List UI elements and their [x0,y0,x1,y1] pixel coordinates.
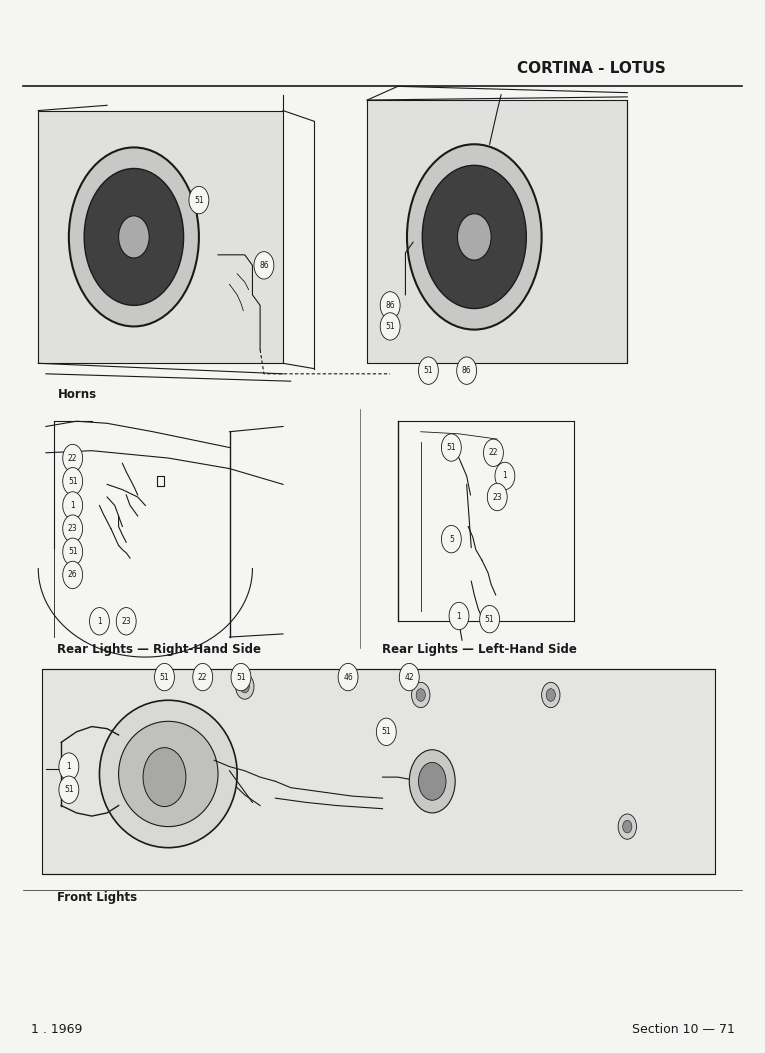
Circle shape [487,483,507,511]
Circle shape [155,663,174,691]
Text: CORTINA - LOTUS: CORTINA - LOTUS [517,61,666,76]
Text: 1: 1 [457,612,461,620]
Text: 1 . 1969: 1 . 1969 [31,1024,82,1036]
Circle shape [441,434,461,461]
Text: 22: 22 [489,449,498,457]
Text: 51: 51 [64,786,73,794]
Circle shape [189,186,209,214]
Circle shape [542,682,560,708]
Circle shape [254,252,274,279]
Circle shape [63,561,83,589]
Text: 5: 5 [449,535,454,543]
Circle shape [380,313,400,340]
Text: 1: 1 [97,617,102,625]
Text: 51: 51 [236,673,246,681]
Text: 1: 1 [67,762,71,771]
Circle shape [407,144,542,330]
Circle shape [338,663,358,691]
Ellipse shape [119,721,218,827]
Bar [42,669,715,874]
Circle shape [63,515,83,542]
Text: 46: 46 [343,673,353,681]
Text: 86: 86 [259,261,269,270]
Circle shape [63,492,83,519]
Bar [38,111,283,363]
Circle shape [418,357,438,384]
Text: 51: 51 [68,477,77,485]
Text: 1: 1 [503,472,507,480]
Circle shape [240,680,249,693]
Circle shape [495,462,515,490]
Circle shape [399,663,419,691]
Circle shape [59,753,79,780]
Text: Front Lights: Front Lights [57,891,138,903]
Text: 51: 51 [194,196,203,204]
Circle shape [63,444,83,472]
Circle shape [483,439,503,466]
Text: 51: 51 [160,673,169,681]
Circle shape [457,357,477,384]
Circle shape [422,165,526,309]
Text: 26: 26 [68,571,77,579]
Text: 51: 51 [424,366,433,375]
Circle shape [480,605,500,633]
Text: Rear Lights — Right-Hand Side: Rear Lights — Right-Hand Side [57,643,262,656]
Circle shape [380,292,400,319]
Circle shape [618,814,636,839]
Circle shape [116,608,136,635]
Circle shape [90,608,109,635]
Circle shape [143,748,186,807]
Circle shape [441,525,461,553]
Circle shape [449,602,469,630]
Text: 42: 42 [405,673,414,681]
Circle shape [418,762,446,800]
Circle shape [69,147,199,326]
Circle shape [231,663,251,691]
Text: 23: 23 [122,617,131,625]
Text: 86: 86 [462,366,471,375]
Circle shape [63,468,83,495]
Text: 51: 51 [485,615,494,623]
Text: 1: 1 [70,501,75,510]
Text: 23: 23 [68,524,77,533]
Circle shape [412,682,430,708]
Circle shape [63,538,83,565]
Text: 51: 51 [386,322,395,331]
Text: 51: 51 [68,548,77,556]
Circle shape [409,750,455,813]
Text: Rear Lights — Left-Hand Side: Rear Lights — Left-Hand Side [382,643,578,656]
Text: 23: 23 [493,493,502,501]
Text: Horns: Horns [57,389,96,401]
Circle shape [119,216,149,258]
Circle shape [546,689,555,701]
Circle shape [376,718,396,746]
Circle shape [84,168,184,305]
Circle shape [193,663,213,691]
Text: Section 10 — 71: Section 10 — 71 [632,1024,734,1036]
Text: 51: 51 [382,728,391,736]
Bar [367,100,627,363]
Text: 86: 86 [386,301,395,310]
Circle shape [623,820,632,833]
Circle shape [416,689,425,701]
Ellipse shape [99,700,237,848]
Text: 22: 22 [68,454,77,462]
Circle shape [457,214,491,260]
Text: 22: 22 [198,673,207,681]
Circle shape [236,674,254,699]
Text: 51: 51 [447,443,456,452]
Circle shape [59,776,79,803]
